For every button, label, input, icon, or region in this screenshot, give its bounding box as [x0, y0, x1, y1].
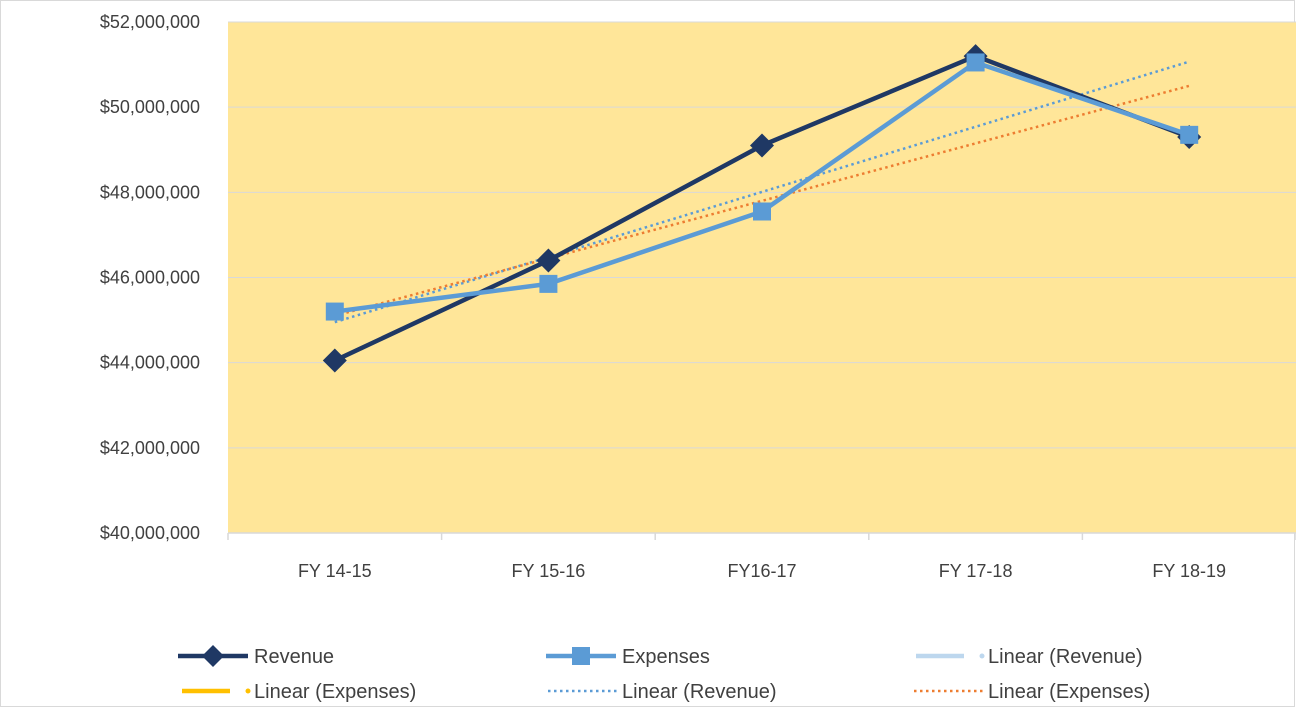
legend-label: Expenses	[622, 646, 710, 668]
y-tick-label: $44,000,000	[100, 353, 200, 373]
revenue-point	[750, 133, 774, 158]
legend-label: Revenue	[254, 646, 334, 668]
y-tick-label: $52,000,000	[100, 12, 200, 32]
expenses-point	[325, 302, 344, 321]
legend-swatch-dot	[979, 653, 985, 659]
y-tick-label: $42,000,000	[100, 438, 200, 458]
x-axis	[227, 532, 1296, 540]
x-tick-label: FY 17-18	[939, 561, 1013, 581]
revenue-point	[322, 348, 347, 373]
x-tick-label: FY 15-16	[512, 561, 586, 581]
x-tick-label: FY 14-15	[298, 561, 372, 581]
y-tick-label: $46,000,000	[100, 268, 200, 288]
legend-marker-expenses	[572, 647, 590, 665]
gridlines	[228, 21, 1296, 449]
y-axis-labels: $40,000,000 $42,000,000 $44,000,000 $46,000…	[100, 12, 200, 543]
legend-marker-revenue	[202, 645, 224, 667]
y-tick-label: $40,000,000	[100, 523, 200, 543]
x-axis-labels: FY 14-15 FY 15-16 FY16-17 FY 17-18 FY 18-19	[298, 561, 1226, 581]
revenue-point	[536, 248, 561, 273]
legend-label: Linear (Expenses)	[988, 681, 1150, 703]
legend-label: Linear (Revenue)	[988, 646, 1143, 668]
legend-label: Linear (Expenses)	[254, 681, 416, 703]
data-series	[322, 44, 1202, 373]
legend-label: Linear (Revenue)	[622, 681, 777, 703]
trendline-revenue	[334, 60, 1190, 324]
x-tick-label: FY16-17	[727, 561, 796, 581]
legend-swatch-dot	[245, 688, 251, 694]
y-tick-label: $48,000,000	[100, 182, 200, 202]
legend: Revenue Expenses Linear (Revenue) Linear (E…	[178, 645, 1150, 703]
expenses-point	[753, 202, 771, 221]
expenses-point	[1180, 125, 1199, 144]
y-tick-label: $50,000,000	[100, 97, 200, 117]
expenses-point	[539, 274, 558, 293]
trendlines	[334, 60, 1190, 324]
expenses-point	[966, 53, 985, 72]
x-tick-label: FY 18-19	[1152, 561, 1226, 581]
